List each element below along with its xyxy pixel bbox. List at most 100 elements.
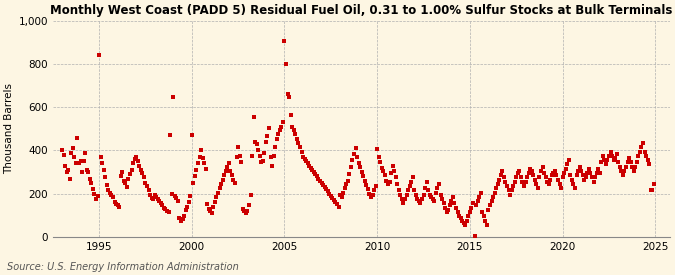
Point [495, 173, 506, 177]
Point [574, 164, 585, 169]
Point [122, 185, 132, 189]
Point [103, 188, 113, 192]
Point [503, 188, 514, 192]
Point [250, 140, 261, 144]
Point [223, 161, 234, 166]
Point [180, 208, 191, 212]
Point [641, 154, 651, 158]
Point [577, 173, 588, 177]
Point [137, 171, 148, 175]
Point [607, 154, 618, 158]
Point [205, 209, 216, 213]
Point [136, 168, 146, 172]
Point [347, 158, 358, 162]
Point [455, 216, 466, 221]
Point [547, 173, 558, 177]
Point [244, 203, 254, 208]
Point [531, 182, 542, 186]
Point [194, 155, 205, 159]
Point [171, 196, 182, 200]
Point [197, 156, 208, 160]
Point [528, 173, 539, 177]
Point [64, 176, 75, 181]
Point [262, 134, 273, 139]
Point [435, 192, 446, 197]
Point [353, 161, 364, 166]
Point [396, 197, 407, 201]
Point [344, 172, 355, 176]
Point [126, 168, 137, 172]
Point [143, 188, 154, 192]
Point [432, 186, 443, 190]
Point [238, 207, 248, 211]
Point [196, 148, 207, 153]
Point [154, 199, 165, 203]
Point [160, 207, 171, 211]
Point [225, 169, 236, 173]
Point [480, 218, 491, 223]
Point [259, 150, 270, 155]
Point [576, 169, 587, 173]
Point [596, 160, 607, 164]
Point [84, 176, 95, 181]
Point [362, 187, 373, 191]
Point [385, 171, 396, 175]
Point [369, 188, 379, 192]
Point [138, 175, 149, 180]
Point [425, 192, 435, 197]
Point [333, 204, 344, 209]
Point [257, 159, 268, 163]
Point [360, 178, 371, 183]
Point [392, 182, 403, 186]
Point [118, 178, 129, 183]
Point [602, 158, 613, 162]
Point [335, 192, 346, 197]
Point [516, 175, 526, 180]
Point [100, 175, 111, 180]
Point [99, 168, 109, 172]
Point [276, 125, 287, 129]
Point [533, 186, 543, 190]
Point [219, 173, 230, 177]
Point [603, 154, 614, 158]
Point [539, 171, 549, 175]
Point [97, 161, 107, 166]
Point [463, 214, 474, 218]
Point [299, 157, 310, 161]
Point [356, 170, 367, 174]
Point [233, 145, 244, 149]
Point [580, 175, 591, 180]
Point [400, 197, 410, 201]
Point [211, 195, 222, 199]
Point [313, 176, 324, 181]
Point [165, 133, 176, 138]
Point [169, 194, 180, 198]
Point [614, 164, 625, 169]
Point [553, 177, 564, 182]
Point [647, 188, 657, 192]
Point [153, 197, 163, 201]
Point [148, 197, 159, 201]
Point [213, 190, 223, 195]
Point [364, 191, 375, 196]
Point [265, 155, 276, 159]
Point [446, 199, 457, 203]
Point [536, 169, 547, 173]
Point [132, 159, 143, 163]
Point [444, 203, 455, 208]
Point [163, 210, 174, 214]
Point [117, 170, 128, 174]
Point [208, 204, 219, 209]
Point [474, 195, 485, 199]
Point [421, 180, 432, 184]
Point [583, 167, 594, 171]
Point [261, 140, 271, 144]
Point [372, 147, 383, 152]
Point [489, 190, 500, 195]
Point [433, 182, 444, 186]
Point [61, 170, 72, 174]
Point [608, 158, 619, 162]
Point [185, 194, 196, 198]
Point [327, 196, 338, 200]
Point [94, 52, 105, 57]
